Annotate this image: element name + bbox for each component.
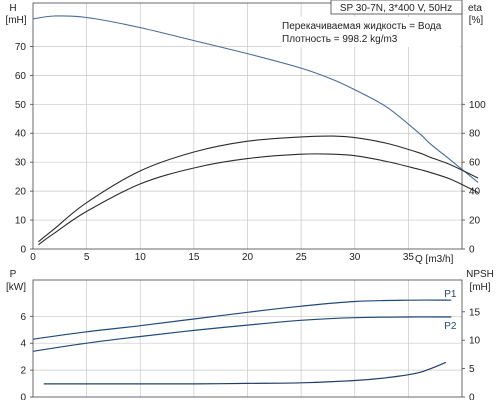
left-tick-label: 30 (15, 158, 27, 169)
left-tick-label: 20 (15, 187, 27, 198)
x-tick-label: 25 (296, 252, 308, 263)
left-tick-label: 40 (15, 129, 27, 140)
right-tick-label: 40 (469, 187, 481, 198)
power-npsh-plot: P1 P2 0 2 4 6 0 5 10 15 P [kW] NPSH [mH] (6, 269, 494, 400)
right-tick-label: 0 (469, 245, 475, 256)
top-series-1-curve (38, 135, 479, 243)
series-p1-curve (32, 299, 452, 340)
top-series-0-curve (32, 15, 479, 183)
head-axis-unit: [mH] (5, 15, 26, 26)
left-tick-label: 50 (15, 100, 27, 111)
x-tick-label: 20 (242, 252, 254, 263)
bot-series-2-curve (43, 361, 447, 385)
power-axis-label: P (10, 269, 17, 280)
x-tick-label: 30 (349, 252, 361, 263)
top-plot-frame (32, 2, 463, 250)
left-tick-label: 10 (15, 216, 27, 227)
right-tick-label: 20 (469, 216, 481, 227)
x-tick-label: 0 (30, 252, 36, 263)
left-tick-label: 0 (20, 393, 26, 400)
left-tick-label: 70 (15, 42, 27, 53)
right-tick-label: 100 (469, 100, 486, 111)
x-tick-label: 15 (188, 252, 200, 263)
series-label-p2: P2 (444, 321, 457, 332)
series-p2-curve (32, 316, 452, 352)
annotation-liquid: Перекачиваемая жидкость = Вода (282, 21, 442, 32)
x-tick-label: 35 (403, 252, 415, 263)
right-tick-label: 5 (469, 364, 475, 375)
annotation-box (282, 17, 460, 47)
x-tick-label: 5 (84, 252, 90, 263)
title-box (330, 0, 463, 15)
npsh-axis-unit: [mH] (469, 282, 490, 293)
left-tick-label: 6 (20, 312, 26, 323)
npsh-axis-label: NPSH (466, 269, 494, 280)
head-efficiency-plot: 0 5 10 15 20 25 30 35 0 10 20 30 40 50 60 70 0 20 40 60 80 10… (5, 0, 486, 265)
eta-axis-label: eta (468, 3, 482, 14)
eta-axis-unit: [%] (469, 15, 484, 26)
bottom-plot-frame (32, 279, 463, 398)
right-tick-label: 80 (469, 129, 481, 140)
right-tick-label: 0 (469, 393, 475, 400)
left-tick-label: 0 (20, 245, 26, 256)
head-axis-label: H (9, 3, 16, 14)
x-tick-label: 10 (135, 252, 147, 263)
top-series-2-curve (38, 153, 479, 246)
right-tick-label: 15 (469, 307, 481, 318)
right-tick-label: 60 (469, 158, 481, 169)
chart-title: SP 30-7N, 3*400 V, 50Hz (340, 3, 452, 14)
left-tick-label: 2 (20, 366, 26, 377)
right-tick-label: 10 (469, 336, 481, 347)
annotation-density: Плотность = 998.2 kg/m3 (282, 34, 398, 45)
left-tick-label: 60 (15, 71, 27, 82)
power-axis-unit: [kW] (6, 282, 26, 293)
series-label-p1: P1 (444, 289, 457, 300)
left-tick-label: 4 (20, 339, 26, 350)
x-axis-label: Q [m3/h] (415, 254, 454, 265)
